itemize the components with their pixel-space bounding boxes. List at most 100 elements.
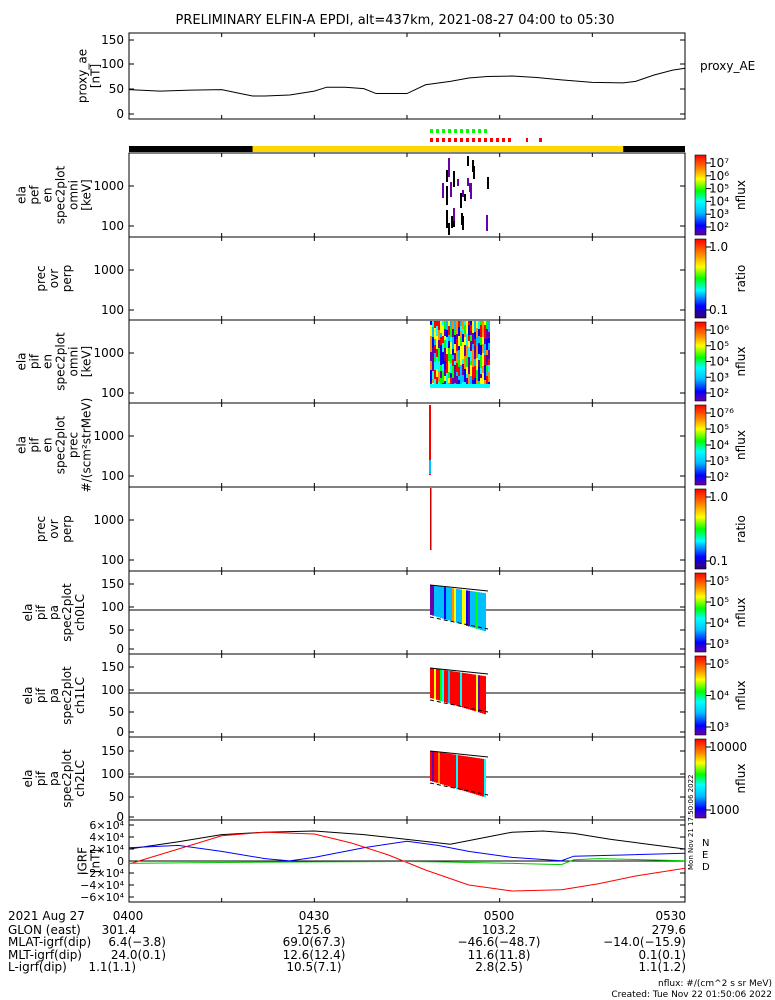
spectrogram-cell xyxy=(470,376,472,388)
spectrogram-cell xyxy=(458,346,460,350)
pitch-angle-cell xyxy=(450,671,452,704)
spectrogram-cell xyxy=(472,333,474,344)
y-tick-label: −2×10⁴ xyxy=(80,867,124,880)
spectrogram-cell xyxy=(468,374,470,385)
pitch-angle-cell xyxy=(448,753,450,787)
spectrogram-cell xyxy=(432,321,434,327)
pitch-angle-cell xyxy=(458,755,460,790)
spectrogram-cell xyxy=(466,378,468,385)
spectrogram-cell xyxy=(458,367,460,376)
pitch-angle-cell xyxy=(438,752,440,784)
spectrogram-cell xyxy=(484,325,486,338)
spectrogram-cell xyxy=(453,221,455,227)
spectrogram-cell xyxy=(436,369,438,377)
spectrogram-cell xyxy=(478,367,480,377)
spectrogram-cell xyxy=(458,355,460,359)
panel-frame xyxy=(128,319,686,404)
spectrogram-cell xyxy=(460,331,462,338)
spectrogram-cell xyxy=(486,321,488,329)
spectrogram-cell xyxy=(442,321,444,325)
spectrogram-cell xyxy=(486,376,488,384)
panel-frame xyxy=(128,486,686,572)
pitch-angle-cell xyxy=(484,759,486,798)
spectrogram-cell xyxy=(478,381,480,385)
spectrogram-cell xyxy=(486,215,488,231)
orbit-table: 2021 Aug 27 0400 0430 0500 0530 GLON (ea… xyxy=(8,909,686,974)
fgs-green-mark xyxy=(454,129,457,133)
spectrogram-cell xyxy=(444,336,446,340)
spectrogram-cell xyxy=(468,325,470,335)
y-axis-label-line: pef xyxy=(28,185,42,205)
pitch-angle-cell xyxy=(432,585,434,616)
y-axis-label-line: spec2plot xyxy=(60,666,74,725)
y-tick-label: 1000 xyxy=(93,263,124,277)
fgs-red-mark xyxy=(430,138,433,142)
spectrogram-cell xyxy=(480,345,482,355)
spectrogram-cell xyxy=(448,348,450,361)
spectrogram-cell xyxy=(462,342,464,353)
spectrogram-cell xyxy=(468,321,470,325)
spectrogram-cell xyxy=(484,338,486,344)
pitch-angle-cell xyxy=(478,592,480,630)
y-tick-label: 50 xyxy=(109,705,124,719)
spectrogram-cell xyxy=(462,353,464,359)
spectrogram-cell xyxy=(436,357,438,369)
pitch-angle-cell xyxy=(484,676,486,715)
mlat-0400: 6.4(−3.8) xyxy=(108,935,166,949)
spectrogram-cell xyxy=(460,321,462,326)
spectrogram-cell xyxy=(438,361,440,371)
pitch-angle-cell xyxy=(432,668,434,699)
fgs-green-mark xyxy=(484,129,487,133)
y-tick-label: 150 xyxy=(101,577,124,591)
l-0500: 2.8(2.5) xyxy=(475,960,523,974)
loss-cone-line xyxy=(429,616,489,630)
row-label-l: L-igrf(dip) xyxy=(8,960,67,974)
loss-cone-line xyxy=(429,782,489,796)
spectrogram-cell xyxy=(486,371,488,376)
panel-pa_ch0LC: 150 100 50 0 ela pif pa spec2plot ch0LC 10⁵ 10⁵ 10⁴… xyxy=(21,570,748,656)
y-axis-label-line: en xyxy=(41,188,55,203)
overlay-marks: proxy_AE NED xyxy=(128,59,755,892)
igrf-series-N xyxy=(128,830,686,850)
pitch-angle-cell xyxy=(484,593,486,632)
spectrogram-cell xyxy=(470,361,472,365)
spectrogram-cell xyxy=(472,344,474,349)
pitch-angle-cell xyxy=(462,755,464,791)
spectrogram-cell xyxy=(476,337,478,346)
y-tick-label: 2×10⁴ xyxy=(89,843,124,856)
colorbar-gradient xyxy=(694,488,707,570)
spectrogram-cell xyxy=(448,321,450,326)
loss-cone-line xyxy=(429,699,489,713)
spectrogram-cell xyxy=(473,166,475,179)
fgs-red-mark xyxy=(496,138,499,142)
pitch-angle-cell xyxy=(438,669,440,701)
spectrogram-cell xyxy=(451,216,453,228)
y-axis-label-line: ela xyxy=(15,352,29,370)
spectrogram-cell xyxy=(436,326,438,336)
colorbar-label: ratio xyxy=(734,515,748,543)
ratio-column xyxy=(430,488,432,550)
y-tick-label: 100 xyxy=(101,683,124,697)
y-axis-label-line: prec xyxy=(67,432,81,458)
colorbar-tick-label: 10³ xyxy=(709,637,729,651)
spectrogram-cell xyxy=(480,374,482,378)
y-tick-label: −4×10⁴ xyxy=(80,879,124,892)
fgs-red-mark xyxy=(478,138,481,142)
spectrogram-cell xyxy=(440,365,442,371)
colorbar-gradient xyxy=(694,655,707,736)
pitch-angle-cell xyxy=(456,671,458,706)
spectrogram-cell xyxy=(434,362,436,370)
spectrogram-cell xyxy=(480,378,482,388)
glon-0530: 279.6 xyxy=(652,923,686,937)
spectrogram-cell xyxy=(446,337,448,348)
pitch-angle-cell xyxy=(466,673,468,709)
mlat-0430: 69.0(67.3) xyxy=(283,935,346,949)
spectrogram-cell xyxy=(450,182,452,197)
spectrogram-cell xyxy=(434,379,436,388)
y-tick-label: 50 xyxy=(109,82,124,96)
spectrogram-cell xyxy=(434,370,436,379)
spectrogram-cell xyxy=(476,370,478,380)
mlt-0500: 11.6(11.8) xyxy=(468,948,531,962)
pitch-angle-cell xyxy=(434,751,436,783)
